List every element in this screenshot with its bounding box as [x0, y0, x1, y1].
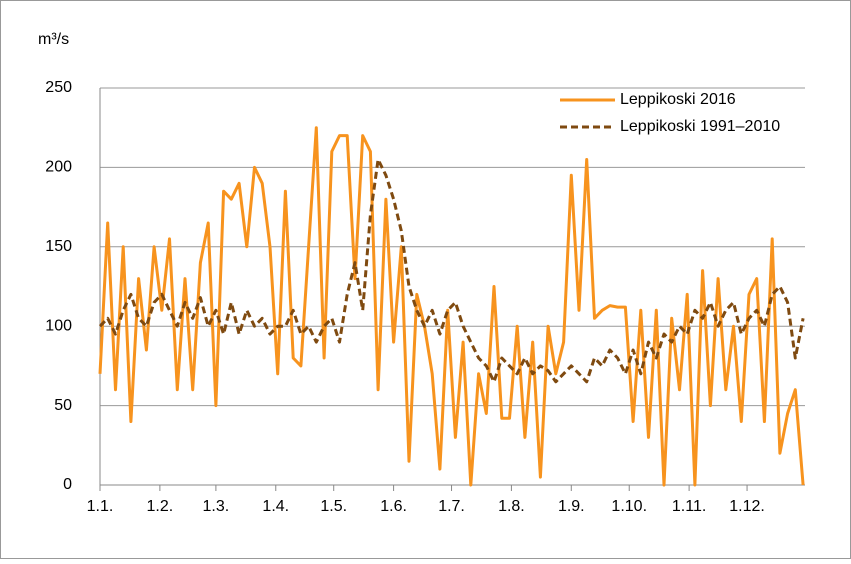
y-tick-label: 100 [45, 317, 72, 334]
y-tick-label: 200 [45, 159, 72, 176]
x-tick-label: 1.9. [558, 498, 585, 515]
x-tick-label: 1.4. [262, 498, 289, 515]
x-tick-label: 1.3. [203, 498, 230, 515]
y-tick-label: 150 [45, 238, 72, 255]
x-tick-label: 1.7. [438, 498, 465, 515]
legend-label: Leppikoski 1991–2010 [620, 118, 780, 135]
x-tick-label: 1.6. [380, 498, 407, 515]
series-line [98, 158, 805, 384]
y-axis-label: m³/s [38, 31, 69, 48]
x-tick-label: 1.10. [611, 498, 647, 515]
x-tick-label: 1.2. [147, 498, 174, 515]
y-tick-label: 50 [54, 397, 72, 414]
x-tick-label: 1.8. [498, 498, 525, 515]
x-tick-label: 1.1. [87, 498, 114, 515]
y-tick-label: 0 [63, 476, 72, 493]
legend-label: Leppikoski 2016 [620, 91, 736, 108]
x-tick-label: 1.12. [729, 498, 765, 515]
y-tick-label: 250 [45, 79, 72, 96]
series-line [98, 126, 805, 487]
x-tick-label: 1.11. [672, 498, 706, 515]
x-tick-label: 1.5. [320, 498, 347, 515]
